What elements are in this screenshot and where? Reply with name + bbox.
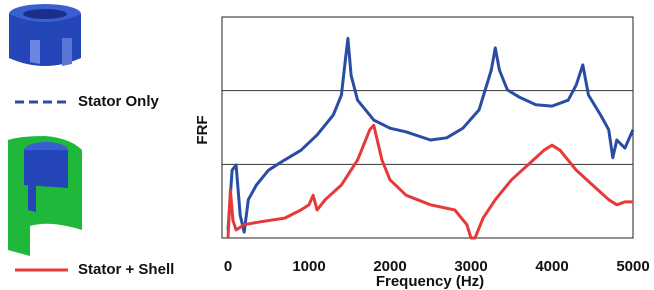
x-tick-label: 3000 [454,258,487,275]
chart: Stator Only Stator + Shell FRF Frequency… [0,0,654,290]
legend-label: Stator Only [78,93,160,110]
x-tick-label: 5000 [616,258,649,275]
series-line [228,125,633,238]
x-axis-label: Frequency (Hz) [376,273,484,290]
x-tick-label: 0 [224,258,232,275]
stator-image [9,4,81,66]
y-axis-label: FRF [194,115,211,144]
x-tick-label: 1000 [292,258,325,275]
stator-shell-image [8,136,82,256]
x-tick-label: 4000 [535,258,568,275]
x-tick-label: 2000 [373,258,406,275]
legend-label: Stator + Shell [78,261,174,278]
series-line [228,38,633,232]
